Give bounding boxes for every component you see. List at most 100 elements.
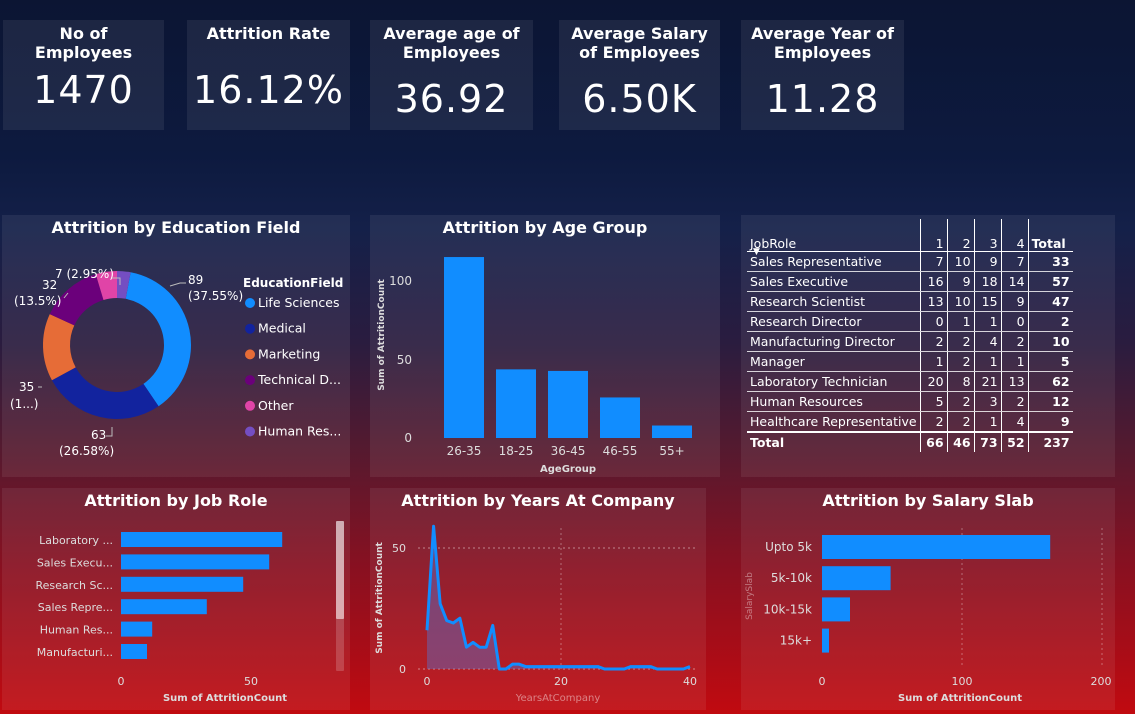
matrix-row-total: 2: [1027, 311, 1073, 332]
bar-46-55[interactable]: [600, 397, 640, 438]
age-group-bar-chart: Sum of AttritionCount 100 50 0 AgeGroup …: [377, 257, 692, 475]
matrix-cell: 13: [1000, 371, 1029, 392]
matrix-col-header: 1: [919, 219, 948, 252]
bar-human-res[interactable]: [121, 621, 153, 637]
matrix-cell: 0: [919, 311, 948, 332]
legend-marker-marketing: [245, 349, 255, 360]
x-tick: 26-35: [447, 444, 482, 458]
matrix-total-row[interactable]: Total 66 46 73 52 237: [747, 430, 1073, 452]
y-tick: 100: [389, 274, 412, 288]
table-row[interactable]: Laboratory Technician 20 8 21 13 62: [747, 371, 1073, 392]
bar-sales-repre[interactable]: [121, 599, 207, 615]
bar-15k[interactable]: [822, 628, 829, 653]
x-tick: 18-25: [499, 444, 534, 458]
matrix-row-total: 62: [1027, 371, 1073, 392]
matrix-header-jobrole[interactable]: JobRole ▼: [747, 219, 921, 257]
legend-marker-medical: [245, 323, 255, 334]
kpi-value: 6.50K: [582, 77, 697, 121]
matrix-row-label: Sales Representative: [747, 251, 921, 272]
donut-slice-technical-degree[interactable]: [49, 274, 104, 326]
years-at-company-panel[interactable]: Attrition by Years At Company Sum of Att…: [370, 488, 706, 710]
bar-10k-15k[interactable]: [822, 597, 850, 622]
bar-research-sc[interactable]: [121, 576, 244, 592]
job-role-panel[interactable]: Attrition by Job Role 0 50 Sum of Attrit…: [2, 488, 350, 710]
years-at-company-area-chart: Sum of AttritionCount 50 0 0 20 40 Years…: [375, 524, 697, 704]
matrix-row-total: 237: [1027, 430, 1073, 452]
y-tick: Manufacturi...: [37, 646, 113, 659]
matrix-cell: 1: [946, 311, 975, 332]
matrix-cell: 13: [919, 291, 948, 312]
legend-item-label[interactable]: Human Res...: [258, 424, 341, 439]
matrix-row-total: 9: [1027, 411, 1073, 432]
x-tick: 40: [683, 675, 697, 688]
kpi-card-attrition-rate[interactable]: Attrition Rate 16.12%: [187, 20, 350, 130]
donut-slice-life-sciences[interactable]: [125, 272, 191, 407]
panel-title: Attrition by Years At Company: [401, 491, 675, 510]
matrix-cell: 8: [946, 371, 975, 392]
bar-manufacturi[interactable]: [121, 644, 147, 659]
table-row[interactable]: Healthcare Representative 2 2 1 4 9: [747, 411, 1073, 432]
table-row[interactable]: Manager 1 2 1 1 5: [747, 351, 1073, 372]
matrix-cell: 9: [1000, 291, 1029, 312]
matrix-cell: 5: [919, 391, 948, 412]
table-row[interactable]: Sales Representative 7 10 9 7 33: [747, 251, 1073, 272]
bar-upto-5k[interactable]: [822, 535, 1051, 559]
matrix-cell: 2: [946, 351, 975, 372]
matrix-col-header: 2: [946, 219, 975, 252]
kpi-label: Attrition Rate: [206, 24, 331, 43]
y-tick: 15k+: [780, 634, 812, 648]
kpi-label: No of Employees: [34, 24, 133, 62]
kpi-card-average-year[interactable]: Average Year of Employees 11.28: [741, 20, 904, 130]
table-row[interactable]: Research Scientist 13 10 15 9 47: [747, 291, 1073, 312]
y-tick: Research Sc...: [36, 579, 113, 592]
matrix-header-label: JobRole: [750, 235, 797, 251]
matrix-cell: 20: [919, 371, 948, 392]
bar-18-25[interactable]: [496, 369, 536, 438]
bar-sales-execu[interactable]: [121, 554, 270, 570]
jobrole-matrix-panel[interactable]: JobRole ▼ 1 2 3 4 Total Sales Representa…: [741, 215, 1115, 477]
table-row[interactable]: Sales Executive 16 9 18 14 57: [747, 271, 1073, 292]
series-line[interactable]: [425, 524, 691, 671]
matrix-row-total: 5: [1027, 351, 1073, 372]
age-group-panel[interactable]: Attrition by Age Group Sum of AttritionC…: [370, 215, 720, 477]
salary-slab-panel[interactable]: Attrition by Salary Slab SalarySlab 0 10…: [741, 488, 1115, 710]
panel-title: Attrition by Education Field: [51, 218, 301, 237]
y-tick: Sales Repre...: [38, 601, 113, 614]
kpi-card-average-age[interactable]: Average age of Employees 36.92: [370, 20, 533, 130]
kpi-label: Average Salary of Employees: [571, 24, 708, 62]
matrix-cell: 2: [946, 411, 975, 432]
legend-item-label[interactable]: Other: [258, 398, 294, 413]
matrix-cell: 73: [973, 430, 1002, 452]
legend-item-label[interactable]: Medical: [258, 321, 306, 336]
legend-item-label[interactable]: Marketing: [258, 346, 320, 361]
legend-item-label[interactable]: Technical D...: [257, 372, 341, 387]
bar-5k-10k[interactable]: [822, 566, 891, 591]
slice-label-technical-pct: (13.5%): [14, 294, 61, 308]
table-row[interactable]: Human Resources 5 2 3 2 12: [747, 391, 1073, 412]
matrix-row-label: Research Scientist: [747, 291, 921, 312]
kpi-card-employees[interactable]: No of Employees 1470: [3, 20, 164, 130]
scrollbar-thumb[interactable]: [336, 521, 344, 619]
matrix-row-label: Laboratory Technician: [747, 371, 921, 392]
bar-laboratory[interactable]: [121, 532, 283, 547]
bar-36-45[interactable]: [548, 370, 588, 438]
education-field-panel[interactable]: Attrition by Education Field EducationFi…: [2, 215, 350, 477]
matrix-col-header: 3: [973, 219, 1002, 252]
bar-26-35[interactable]: [444, 257, 484, 438]
table-row[interactable]: Research Director 0 1 1 0 2: [747, 311, 1073, 332]
y-tick: Human Res...: [40, 624, 113, 637]
bar-55[interactable]: [652, 425, 692, 438]
y-tick: 50: [397, 353, 412, 367]
y-tick: 50: [392, 542, 406, 555]
donut-slice-other[interactable]: [95, 271, 117, 300]
donut-slice-medical[interactable]: [51, 367, 159, 419]
table-row[interactable]: Manufacturing Director 2 2 4 2 10: [747, 331, 1073, 352]
legend-item-label[interactable]: Life Sciences: [258, 295, 339, 310]
x-axis-label: Sum of AttritionCount: [898, 693, 1022, 704]
y-tick: 10k-15k: [763, 602, 812, 616]
donut-slice-marketing[interactable]: [42, 314, 76, 381]
matrix-cell: 2: [946, 331, 975, 352]
sort-down-icon[interactable]: ▼: [753, 246, 760, 257]
kpi-card-average-salary[interactable]: Average Salary of Employees 6.50K: [559, 20, 720, 130]
x-tick: 20: [554, 675, 568, 688]
